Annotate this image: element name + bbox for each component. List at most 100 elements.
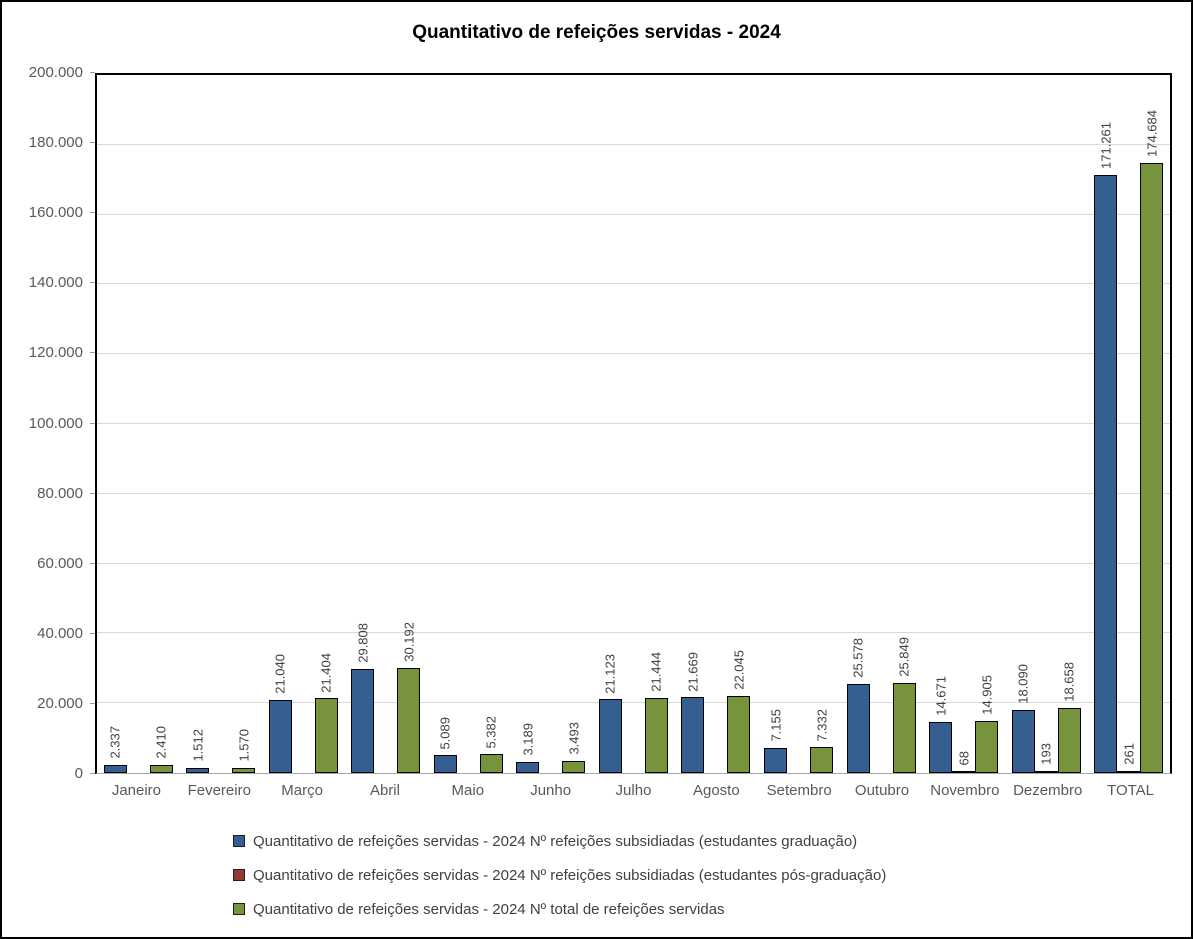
bar-series3-Maio xyxy=(479,754,503,773)
bar-series1-Outubro xyxy=(846,683,870,773)
bar-series1-Junho xyxy=(516,761,540,773)
bar-series3-Novembro xyxy=(975,720,999,773)
bar-value-label: 3.493 xyxy=(566,722,582,755)
bar-slot: 21.123 xyxy=(598,75,622,773)
x-axis-label-5: Junho xyxy=(530,782,572,799)
y-axis-tick xyxy=(90,702,95,704)
bar-slot: 18.090 xyxy=(1011,75,1035,773)
bar-series1-Janeiro xyxy=(103,764,127,773)
bar-slot: 5.089 xyxy=(433,75,457,773)
bar-value-label: 25.578 xyxy=(850,637,866,678)
bar-slot xyxy=(704,75,727,773)
gridline xyxy=(97,283,1170,285)
category-group-11: 18.090 193 18.658 xyxy=(1005,75,1088,773)
bar-slot: 22.045 xyxy=(727,75,751,773)
bar-series3-Outubro xyxy=(892,682,916,773)
gridline xyxy=(97,423,1170,424)
bar-slot: 3.493 xyxy=(562,75,586,773)
y-axis-tick xyxy=(90,212,95,214)
x-axis-label-0: Janeiro xyxy=(111,782,162,799)
bar-value-label: 18.090 xyxy=(1015,664,1031,704)
bar-series3-Agosto xyxy=(727,696,751,773)
bar-value-label: 261 xyxy=(1121,743,1137,765)
legend-color-swatch xyxy=(233,903,245,915)
y-axis-tick xyxy=(90,422,95,424)
y-axis-label: 60.000 xyxy=(37,554,83,572)
bar-slot xyxy=(457,75,480,773)
plot-area: 2.337 2.410 1.512 1.570 21.040 21.404 29.808 30… xyxy=(95,73,1172,774)
y-axis-label: 160.000 xyxy=(28,204,83,222)
bar-slot: 30.192 xyxy=(397,75,421,773)
bar-slot xyxy=(787,75,810,773)
bar-slot: 29.808 xyxy=(351,75,375,773)
gridline xyxy=(97,492,1170,494)
gridline xyxy=(97,143,1170,145)
bar-value-label: 1.512 xyxy=(190,729,206,762)
bar-value-label: 25.849 xyxy=(896,637,912,677)
category-group-6: 21.123 21.444 xyxy=(592,75,675,773)
gridline xyxy=(97,562,1170,564)
bar-slot: 25.578 xyxy=(846,75,870,773)
bar-value-label: 29.808 xyxy=(355,623,371,663)
bar-value-label: 174.684 xyxy=(1144,110,1160,158)
category-group-4: 5.089 5.382 xyxy=(427,75,510,773)
bar-value-label: 21.404 xyxy=(318,652,334,693)
x-axis-label-11: Dezembro xyxy=(1013,782,1083,799)
y-axis-label: 180.000 xyxy=(28,134,83,152)
y-axis-label: 40.000 xyxy=(37,624,83,642)
gridline xyxy=(97,702,1170,704)
y-axis-tick xyxy=(90,72,95,73)
gridline xyxy=(97,213,1170,215)
bar-value-label: 21.669 xyxy=(685,651,701,692)
bar-series3-Abril xyxy=(397,667,421,773)
x-axis-label-4: Maio xyxy=(451,782,485,799)
bar-value-label: 21.444 xyxy=(648,652,664,693)
bar-slot: 7.155 xyxy=(764,75,788,773)
legend-item-2: Quantitativo de refeições servidas - 202… xyxy=(233,897,886,921)
bar-value-label: 30.192 xyxy=(401,621,417,662)
bar-value-label: 171.261 xyxy=(1098,122,1114,170)
bar-series1-Fevereiro xyxy=(186,767,210,773)
category-group-10: 14.671 68 14.905 xyxy=(922,75,1005,773)
bar-slot xyxy=(374,75,397,773)
bar-slot: 18.658 xyxy=(1057,75,1081,773)
bar-slot: 25.849 xyxy=(892,75,916,773)
bar-slot: 21.040 xyxy=(268,75,292,773)
bar-slot: 21.444 xyxy=(644,75,668,773)
x-axis-label-8: Setembro xyxy=(766,782,832,799)
bar-slot: 21.669 xyxy=(681,75,705,773)
x-axis-label-10: Novembro xyxy=(930,782,1000,799)
y-axis: 0 20.000 40.000 60.000 80.000 100.000 120.000 1… xyxy=(2,65,95,782)
legend-item-0: Quantitativo de refeições servidas - 202… xyxy=(233,829,886,853)
bar-value-label: 3.189 xyxy=(520,723,536,756)
y-axis-tick xyxy=(90,142,95,144)
x-axis-label-1: Fevereiro xyxy=(187,782,251,799)
gridlines-layer xyxy=(97,75,1170,773)
bar-slot: 21.404 xyxy=(314,75,338,773)
category-group-3: 29.808 30.192 xyxy=(345,75,428,773)
bar-series3-Março xyxy=(314,698,338,773)
category-group-12: 171.261 261 174.684 xyxy=(1087,75,1170,773)
x-axis-label-3: Abril xyxy=(369,782,400,799)
y-axis-label: 20.000 xyxy=(37,694,83,712)
legend-color-swatch xyxy=(233,869,245,881)
x-axis-label-7: Agosto xyxy=(692,782,740,799)
bar-slot: 2.410 xyxy=(149,75,173,773)
x-axis-label-9: Outubro xyxy=(854,782,910,799)
y-axis-tick xyxy=(90,282,95,284)
category-group-1: 1.512 1.570 xyxy=(180,75,263,773)
legend-label: Quantitativo de refeições servidas - 202… xyxy=(253,866,887,884)
x-axis-label-2: Março xyxy=(281,782,323,799)
bars-layer: 2.337 2.410 1.512 1.570 21.040 21.404 29.808 30… xyxy=(97,75,1170,773)
bar-value-label: 21.123 xyxy=(602,653,618,694)
bar-series2-Dezembro xyxy=(1034,771,1058,773)
bar-series3-Fevereiro xyxy=(232,767,256,773)
x-axis-label-6: Julho xyxy=(615,782,652,799)
bar-series3-Janeiro xyxy=(149,764,173,773)
bar-value-label: 14.671 xyxy=(933,676,949,716)
y-axis-tick xyxy=(90,632,95,634)
bar-value-label: 14.905 xyxy=(979,675,995,715)
bar-slot: 14.905 xyxy=(975,75,999,773)
bar-value-label: 2.410 xyxy=(153,726,169,759)
